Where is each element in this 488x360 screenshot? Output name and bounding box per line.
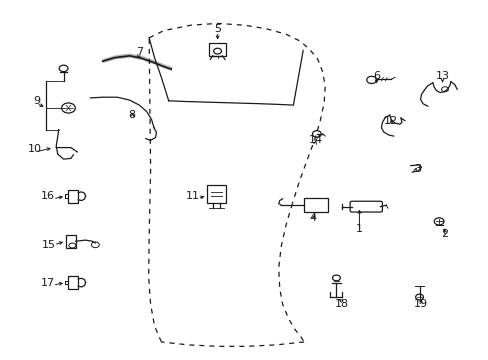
Text: 6: 6 <box>372 71 379 81</box>
Text: 7: 7 <box>136 47 142 57</box>
Text: 1: 1 <box>355 224 362 234</box>
Text: 8: 8 <box>128 110 135 120</box>
Text: 14: 14 <box>308 135 322 145</box>
Text: 9: 9 <box>33 96 40 106</box>
Text: 18: 18 <box>335 299 348 309</box>
Text: 13: 13 <box>435 71 448 81</box>
Text: 11: 11 <box>186 191 200 201</box>
Text: 5: 5 <box>214 24 221 34</box>
Text: 3: 3 <box>414 164 421 174</box>
Text: 19: 19 <box>413 299 427 309</box>
Text: 17: 17 <box>41 278 54 288</box>
Text: 12: 12 <box>384 116 397 126</box>
Text: 15: 15 <box>42 240 56 250</box>
Text: 10: 10 <box>28 144 42 154</box>
Text: 2: 2 <box>441 229 447 239</box>
Text: 16: 16 <box>41 191 54 201</box>
Text: 4: 4 <box>309 213 316 223</box>
